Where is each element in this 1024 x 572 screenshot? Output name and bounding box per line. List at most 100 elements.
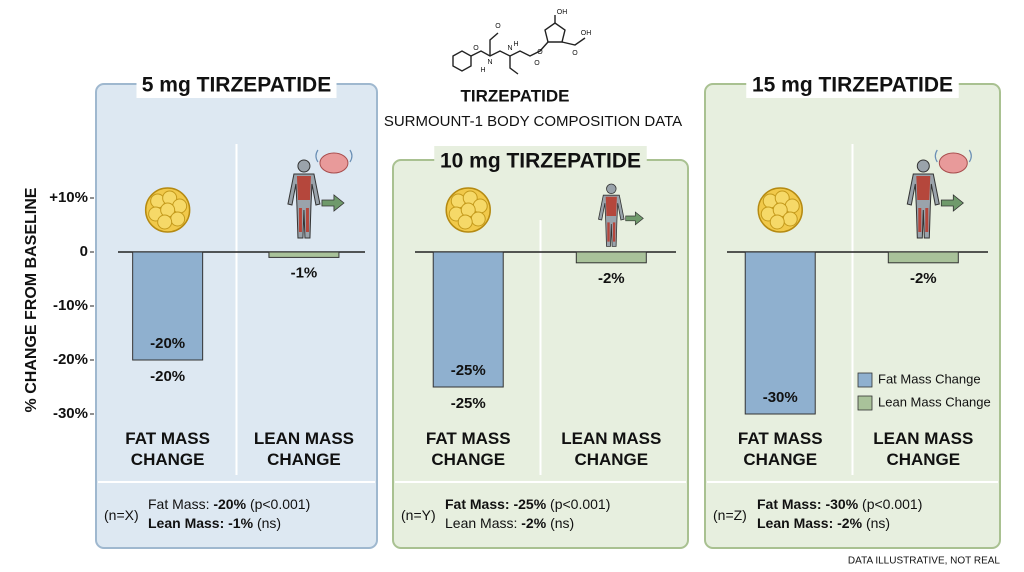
footer-value: -1% [228,515,254,531]
footer-value: -2% [521,515,547,531]
human-head [916,159,930,173]
human-muscle [916,176,931,232]
footer-label: Lean Mass: [148,515,225,531]
value-label: -2% [598,270,625,287]
human-body [287,173,321,239]
atom-label: OH [557,9,568,16]
y-tick-label: -20% [53,351,88,368]
legend-label: Lean Mass Change [878,394,991,409]
category-label: FAT MASS CHANGE [125,429,210,469]
brain-wave [934,149,972,163]
footer-value: -30% [825,496,859,512]
brain-icon [319,152,349,174]
value-label: -2% [910,270,937,287]
human-muscle [296,176,311,232]
footer-line: Lean Mass: -2% (ns) [757,514,922,533]
value-label: -25% [451,395,486,412]
atom-label: H [513,41,518,48]
value-label: -30% [763,389,798,406]
human-body [906,173,940,239]
bar [575,251,647,264]
panel-title: 5 mg TIRZEPATIDE [142,74,331,97]
value-label: -20% [150,368,185,385]
atom-label: N [507,45,512,52]
value-label: -1% [291,264,318,281]
atom-label: O [534,60,540,67]
y-tick-label: +10% [49,189,88,206]
fat-cell-lobe [457,214,473,230]
human-body [598,194,625,247]
y-tick-label: 0 [80,243,88,260]
category-label: LEAN MASS CHANGE [561,429,662,469]
legend-label: Fat Mass Change [878,371,981,386]
y-tick-label: -10% [53,297,88,314]
y-tick-label: -30% [53,405,88,422]
footer-stats: Fat Mass: -30% (p<0.001) Lean Mass: -2% … [757,495,922,533]
brain-wave [315,149,353,163]
footer-label: Lean Mass: [445,515,518,531]
footer-line: Lean Mass: -2% (ns) [445,514,610,533]
atom-label: O [495,23,501,30]
atom-label: O [537,49,543,56]
sample-size: (n=Y) [401,507,436,523]
value-label: -25% [451,362,486,379]
footer-line: Fat Mass: -20% (p<0.001) [148,495,310,514]
footer-label: Lean Mass: [757,515,834,531]
human-icon [287,149,353,239]
footer-label: Fat Mass: [445,496,510,512]
arrow-icon [625,211,644,226]
fat-cell-lobe [170,211,186,227]
footer-value: -2% [837,515,863,531]
y-axis-label: % CHANGE FROM BASELINE [23,187,40,412]
value-label: -20% [150,335,185,352]
footnote: DATA ILLUSTRATIVE, NOT REAL [848,556,1001,567]
footer-note: (p<0.001) [550,496,611,512]
footer-label: Fat Mass: [757,496,822,512]
page-subtitle: SURMOUNT-1 BODY COMPOSITION DATA [384,113,682,130]
atom-label: H [480,67,485,74]
human-head [297,159,311,173]
brain-icon [938,152,968,174]
footer-label: Fat Mass: [148,496,210,512]
category-label: LEAN MASS CHANGE [873,429,974,469]
atom-label: O [572,50,578,57]
footer-note: (ns) [865,515,891,531]
legend-swatch [857,395,873,411]
footer-stats: Fat Mass: -25% (p<0.001) Lean Mass: -2% … [445,495,610,533]
human-head [606,183,617,195]
atom-label: O [473,45,479,52]
human-icon [598,183,644,247]
bar [268,251,340,258]
category-label: FAT MASS CHANGE [425,429,511,469]
page-title: TIRZEPATIDE [461,86,570,105]
footer-line: Fat Mass: -30% (p<0.001) [757,495,922,514]
arrow-icon [321,194,345,212]
fat-cell-lobe [769,214,785,230]
arrow-icon [940,194,964,212]
panel-title-bg [746,70,959,98]
panel-title: 15 mg TIRZEPATIDE [752,74,953,97]
bar [887,251,959,264]
panel-title: 10 mg TIRZEPATIDE [440,150,641,173]
category-label: FAT MASS CHANGE [737,429,823,469]
footer-value: -20% [213,496,247,512]
atom-label: OH [581,30,592,37]
footer-note: (ns) [550,515,575,531]
fat-cell-lobe [782,211,798,227]
bar [132,251,204,361]
human-muscle [605,196,617,242]
legend-swatch [857,372,873,388]
footer-line: Fat Mass: -25% (p<0.001) [445,495,610,514]
bar [432,251,504,388]
footer-line: Lean Mass: -1% (ns) [148,514,310,533]
sample-size: (n=X) [104,507,139,523]
fat-cell-lobe [470,211,486,227]
category-label: LEAN MASS CHANGE [253,429,354,469]
footer-note: (p<0.001) [862,496,923,512]
bar [744,251,816,415]
footer-value: -25% [513,496,547,512]
sample-size: (n=Z) [713,507,747,523]
footer-note: (p<0.001) [249,496,311,512]
